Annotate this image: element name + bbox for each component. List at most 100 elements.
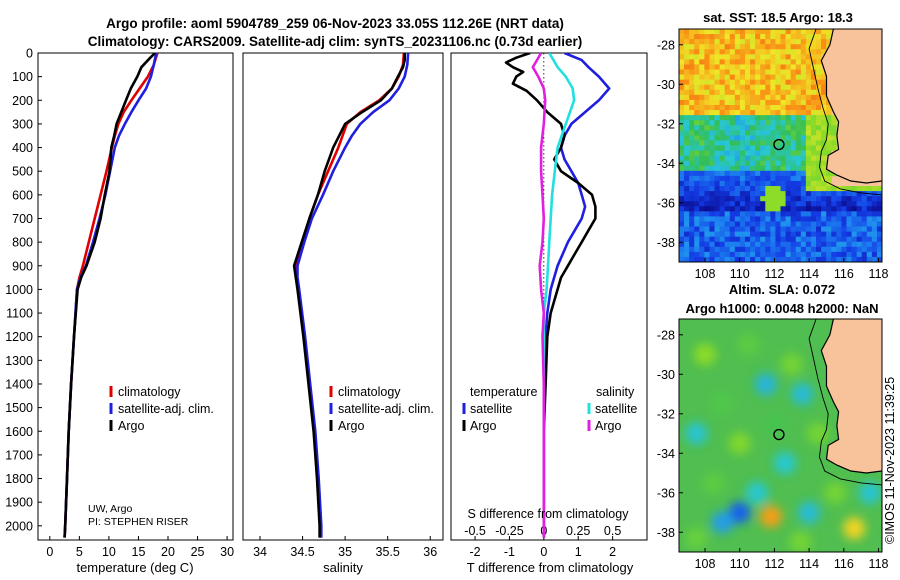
sst-cell bbox=[699, 256, 705, 262]
sst-cell bbox=[760, 44, 766, 50]
sst-cell bbox=[851, 191, 858, 197]
sst-cell bbox=[775, 206, 781, 212]
sst-cell bbox=[755, 191, 761, 197]
sst-cell bbox=[704, 130, 710, 136]
sst-cell bbox=[821, 231, 827, 238]
sst-cell bbox=[709, 165, 715, 172]
sst-cell bbox=[729, 59, 736, 65]
sst-cell bbox=[689, 135, 695, 141]
sst-cell bbox=[805, 226, 812, 233]
sst-cell bbox=[790, 120, 797, 126]
sst-cell bbox=[795, 201, 802, 207]
sst-cell bbox=[709, 201, 715, 207]
sst-cell bbox=[699, 140, 705, 146]
sst-cell bbox=[704, 241, 710, 248]
sst-cell bbox=[744, 69, 751, 75]
sst-cell bbox=[699, 216, 705, 222]
sst-cell bbox=[739, 130, 746, 136]
sst-cell bbox=[785, 34, 792, 40]
sst-cell bbox=[790, 44, 797, 50]
sst-cell bbox=[684, 150, 690, 157]
s-diff-tick-label: -0.5 bbox=[464, 524, 486, 538]
sst-cell bbox=[851, 186, 858, 192]
sst-cell bbox=[734, 170, 741, 177]
sst-cell bbox=[755, 125, 761, 131]
sst-cell bbox=[805, 165, 812, 172]
sst-cell bbox=[714, 256, 720, 262]
sst-cell bbox=[684, 54, 690, 60]
sst-cell bbox=[790, 170, 797, 177]
sst-cell bbox=[724, 99, 731, 106]
sst-cell bbox=[836, 241, 842, 248]
sst-cell bbox=[861, 191, 868, 197]
sst-cell bbox=[876, 196, 882, 202]
sst-cell bbox=[719, 251, 726, 258]
series-satellite-adj-clim-line bbox=[296, 53, 410, 538]
sst-cell bbox=[816, 155, 822, 162]
depth-tick-label: 300 bbox=[12, 117, 33, 131]
sst-cell bbox=[785, 186, 792, 192]
sst-cell bbox=[694, 64, 700, 70]
sst-cell bbox=[734, 160, 741, 167]
sst-cell bbox=[800, 49, 807, 55]
sst-cell bbox=[734, 150, 741, 157]
sst-cell bbox=[714, 54, 720, 60]
sst-cell bbox=[755, 54, 761, 60]
sst-cell bbox=[866, 211, 873, 217]
sst-cell bbox=[694, 186, 700, 192]
sst-cell bbox=[780, 160, 786, 167]
sst-cell bbox=[765, 206, 771, 212]
sst-cell bbox=[704, 120, 710, 126]
legend-t-satellite-label: satellite bbox=[470, 402, 512, 416]
sst-cell bbox=[760, 231, 766, 238]
sst-cell bbox=[770, 89, 776, 96]
sst-cell bbox=[694, 236, 700, 243]
sst-cell bbox=[790, 186, 797, 192]
sst-cell bbox=[780, 206, 786, 212]
sst-cell bbox=[699, 191, 705, 197]
sst-cell bbox=[679, 110, 685, 116]
sst-cell bbox=[795, 130, 802, 136]
sst-cell bbox=[709, 44, 715, 50]
sst-cell bbox=[871, 186, 878, 192]
sst-cell bbox=[760, 155, 766, 162]
sst-cell bbox=[795, 34, 802, 40]
sst-cell bbox=[790, 94, 797, 101]
sst-cell bbox=[684, 201, 690, 207]
sst-cell bbox=[846, 256, 852, 262]
sst-cell bbox=[836, 211, 842, 217]
sst-cell bbox=[816, 206, 822, 212]
sst-cell bbox=[765, 216, 771, 222]
sst-cell bbox=[851, 201, 858, 207]
sst-cell bbox=[714, 155, 720, 162]
sla-eddy bbox=[694, 343, 716, 366]
sst-cell bbox=[709, 84, 715, 91]
sst-cell bbox=[810, 211, 817, 217]
sst-cell bbox=[719, 125, 726, 131]
sst-cell bbox=[689, 74, 695, 81]
sst-cell bbox=[689, 99, 695, 106]
sst-cell bbox=[729, 160, 736, 167]
sst-cell bbox=[826, 110, 832, 116]
sst-cell bbox=[765, 191, 771, 197]
sla-eddy bbox=[737, 333, 760, 356]
sla-eddy bbox=[858, 481, 881, 504]
sla-eddy bbox=[754, 373, 777, 396]
sst-cell bbox=[790, 221, 797, 227]
sst-cell bbox=[760, 89, 766, 96]
sst-cell bbox=[719, 211, 726, 217]
sst-cell bbox=[760, 201, 766, 207]
sst-cell bbox=[821, 256, 827, 262]
temperature-panel: 0100200300400500600700800900100011001200… bbox=[5, 47, 234, 576]
sst-cell bbox=[800, 140, 807, 146]
sst-cell bbox=[826, 145, 832, 151]
sst-cell bbox=[684, 39, 690, 45]
sst-cell bbox=[800, 155, 807, 162]
sst-cell bbox=[851, 241, 858, 248]
sst-cell bbox=[800, 246, 807, 253]
sst-cell bbox=[785, 246, 792, 253]
sst-cell bbox=[760, 99, 766, 106]
sst-cell bbox=[694, 135, 700, 141]
sst-cell bbox=[684, 216, 690, 222]
sst-cell bbox=[739, 39, 746, 45]
